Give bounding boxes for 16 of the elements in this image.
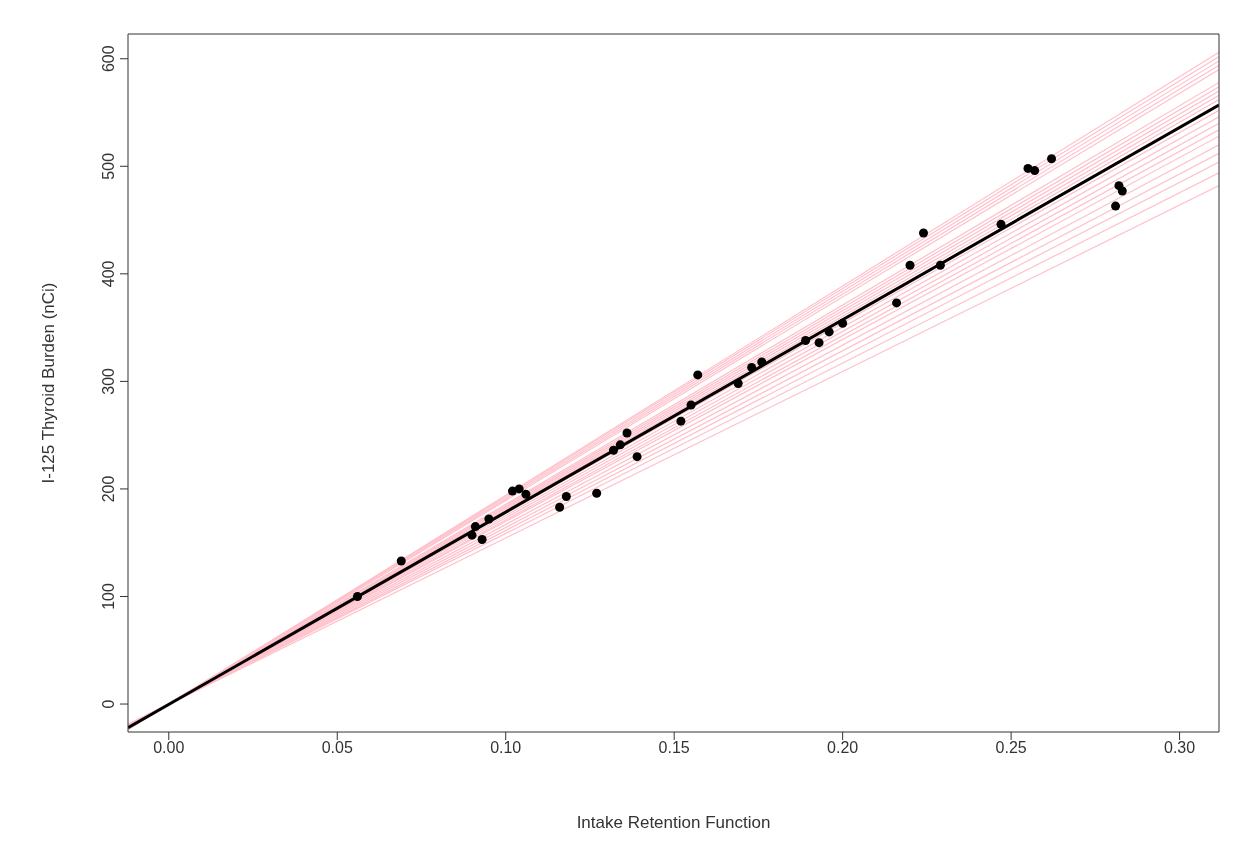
x-axis-title: Intake Retention Function bbox=[576, 813, 771, 832]
x-tick-label: 0.10 bbox=[490, 739, 522, 757]
x-tick-label: 0.20 bbox=[827, 739, 859, 757]
y-tick-label: 500 bbox=[100, 152, 117, 180]
x-tick-label: 0.30 bbox=[1164, 739, 1196, 757]
y-tick-label: 300 bbox=[100, 367, 117, 395]
x-tick-label: 0.00 bbox=[153, 739, 185, 757]
y-tick-label: 100 bbox=[100, 583, 117, 610]
y-tick-label: 200 bbox=[100, 475, 117, 503]
x-tick-label: 0.25 bbox=[995, 739, 1027, 757]
y-axis-title: I-125 Thyroid Burden (nCi) bbox=[39, 282, 59, 484]
y-tick-label: 0 bbox=[100, 699, 117, 709]
y-tick-label: 600 bbox=[100, 45, 117, 73]
x-tick-label: 0.15 bbox=[658, 739, 690, 757]
y-tick-label: 400 bbox=[100, 260, 117, 288]
x-tick-label: 0.05 bbox=[321, 739, 353, 757]
